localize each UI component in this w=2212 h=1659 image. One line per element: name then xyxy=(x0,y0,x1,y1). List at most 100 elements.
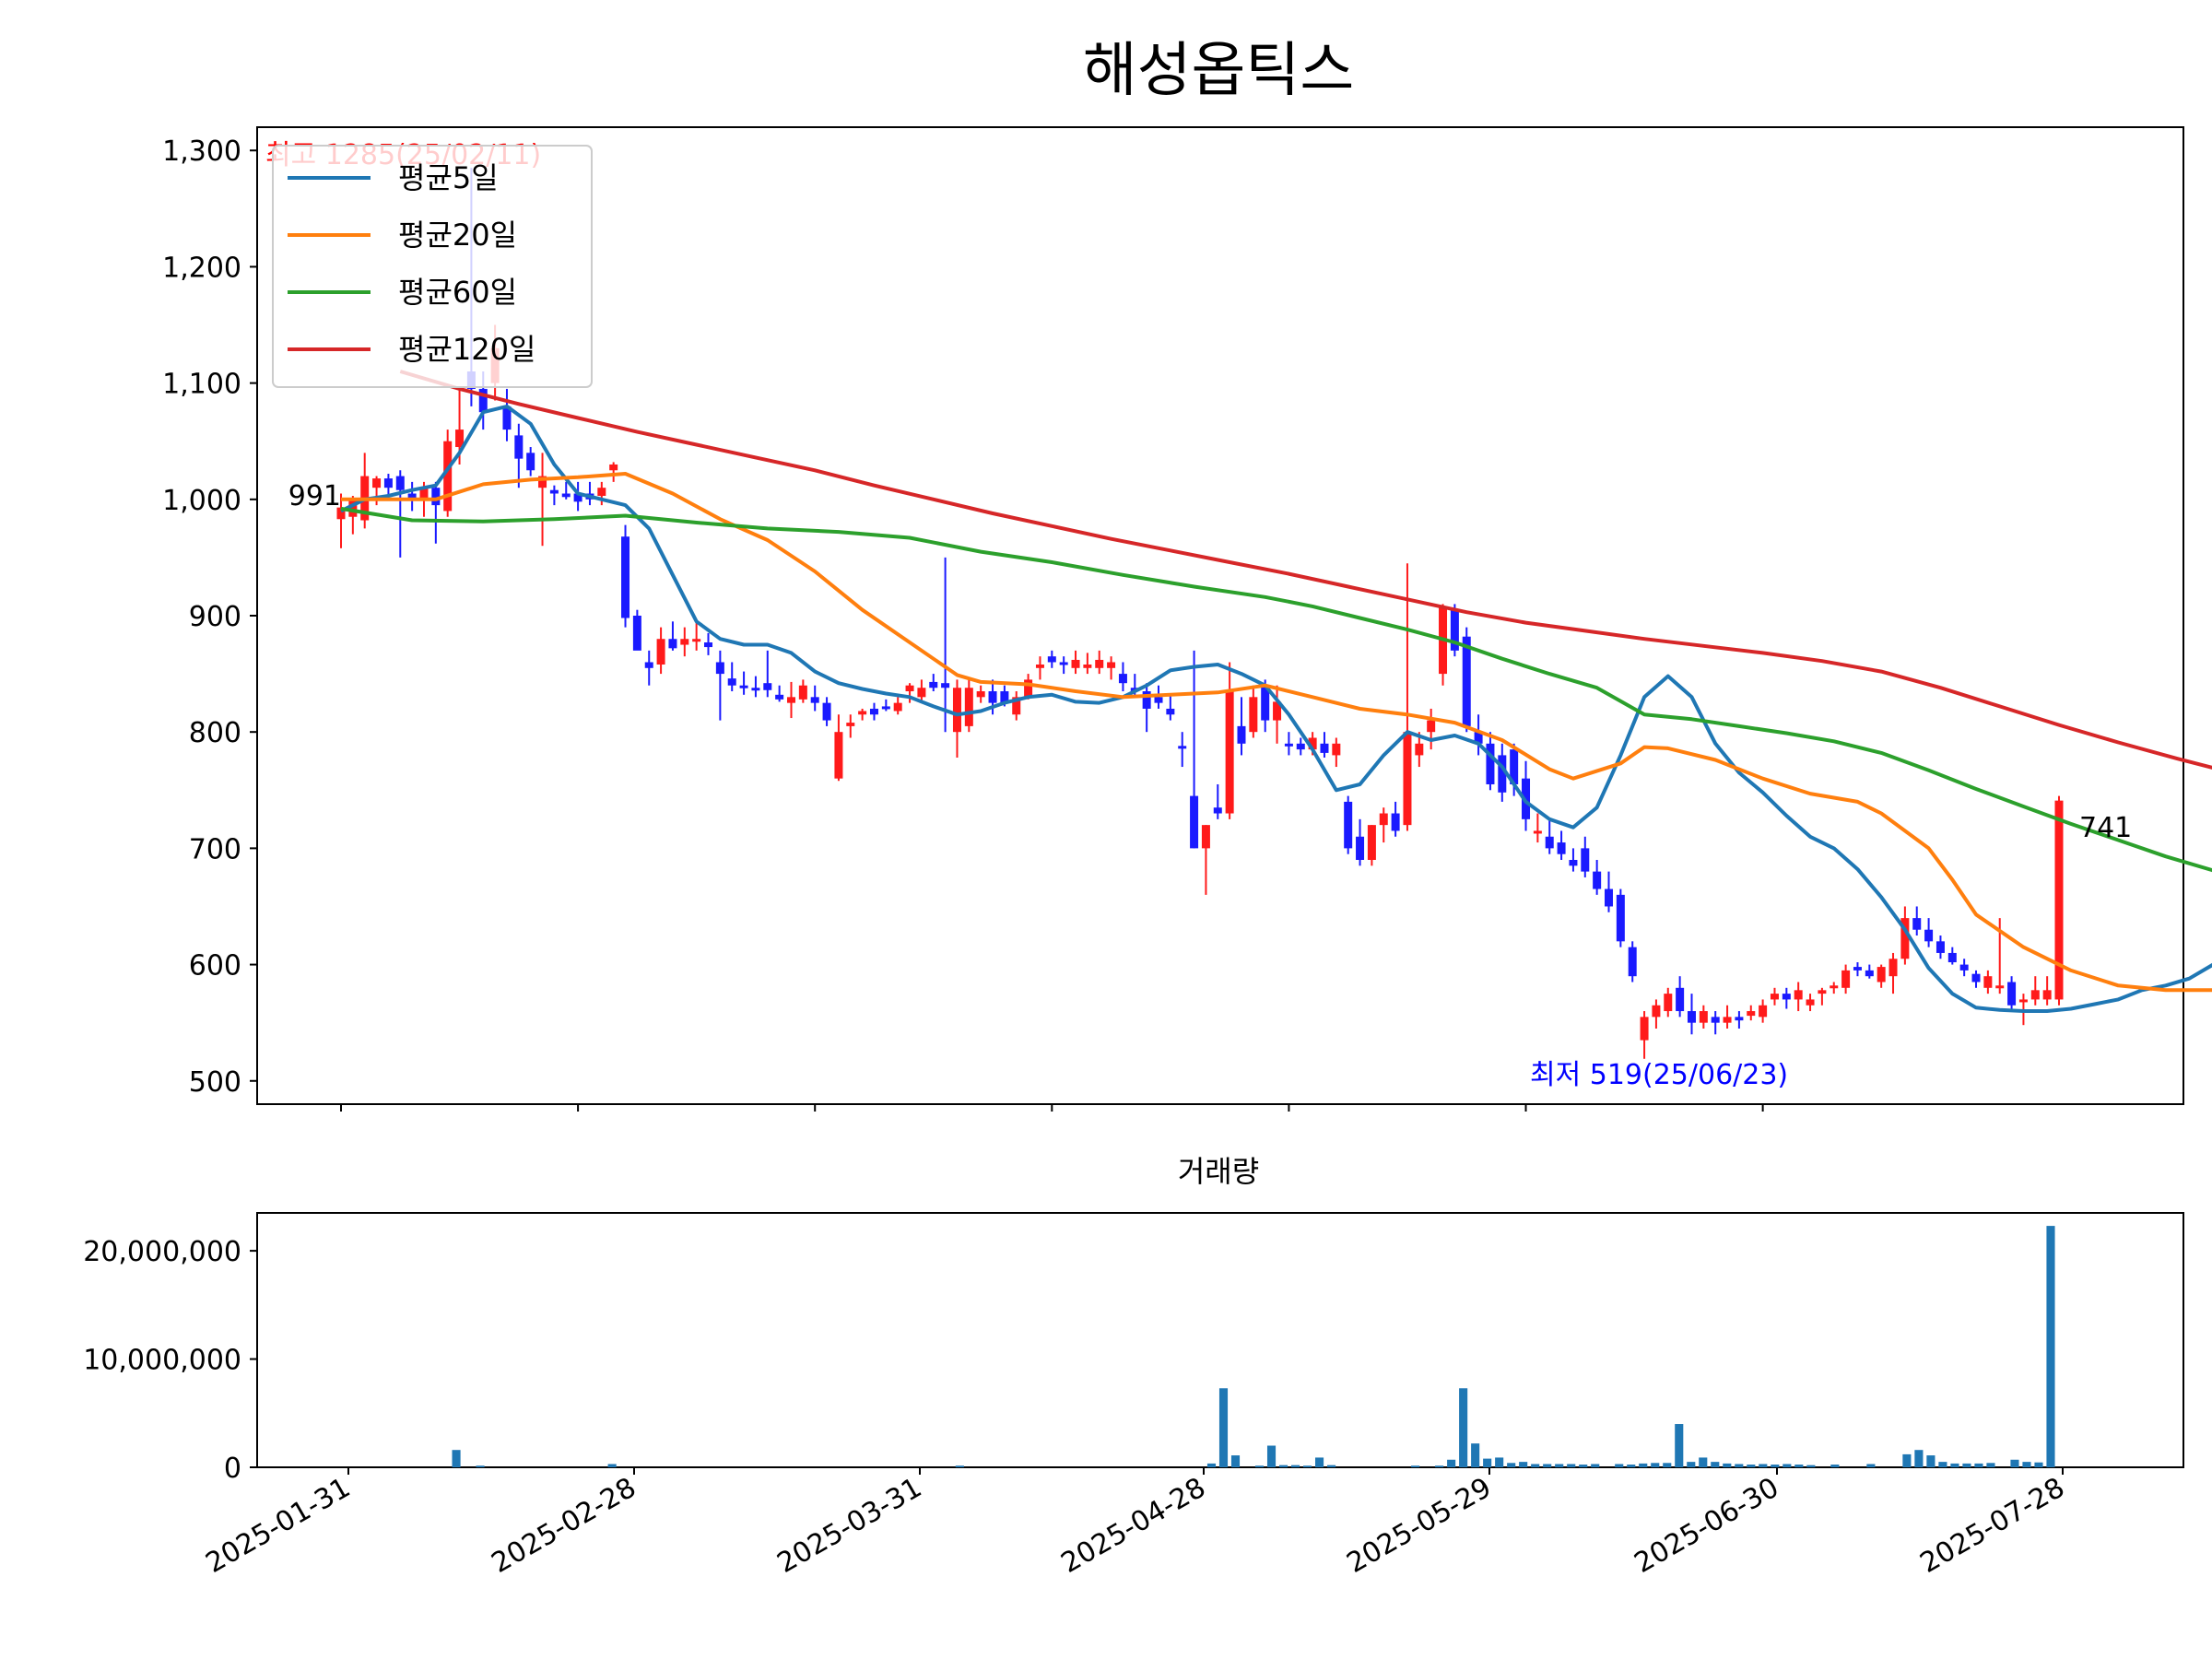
candle-body xyxy=(1983,976,1993,988)
legend-label: 평균20일 xyxy=(398,218,517,253)
candle-body xyxy=(976,691,985,698)
candle-body xyxy=(407,493,417,500)
volume-bar xyxy=(1567,1464,1576,1467)
volume-bar xyxy=(476,1465,485,1467)
candle-body xyxy=(1770,994,1779,1000)
candle-body xyxy=(455,429,465,448)
volume-bar xyxy=(1962,1463,1971,1467)
candle-body xyxy=(1841,970,1851,988)
candle-body xyxy=(1415,743,1424,756)
candle-body xyxy=(1735,1017,1744,1021)
volume-bar xyxy=(1206,1463,1217,1467)
candle-body xyxy=(775,694,784,700)
volume-bar xyxy=(1615,1464,1624,1467)
candle-body xyxy=(1818,990,1827,994)
candle-body xyxy=(1545,836,1554,849)
candle-body xyxy=(1794,990,1803,1000)
volume-bar xyxy=(2022,1462,2031,1467)
candle-body xyxy=(336,507,346,520)
candle-body xyxy=(1059,662,1068,665)
date-x-tick-label: 2025-03-31 xyxy=(772,1472,927,1580)
candle-body xyxy=(1308,737,1317,750)
candle-body xyxy=(1071,659,1080,668)
volume-bar xyxy=(1902,1453,1912,1467)
candle-body xyxy=(478,388,488,413)
candle-body xyxy=(1320,743,1329,753)
volume-bar xyxy=(1266,1445,1277,1467)
price-y-tick-label: 1,200 xyxy=(162,252,241,284)
volume-bar xyxy=(1639,1463,1648,1467)
candle-body xyxy=(1201,825,1210,849)
candle-body xyxy=(1959,964,1969,971)
candle-body xyxy=(1936,941,1945,953)
candle-body xyxy=(1581,848,1590,872)
price-y-tick-label: 900 xyxy=(189,601,241,633)
date-x-tick-label: 2025-04-28 xyxy=(1056,1472,1211,1580)
price-y-tick-label: 1,300 xyxy=(162,135,241,168)
candle-body xyxy=(2042,990,2052,1000)
candle-body xyxy=(621,536,630,618)
volume-bar xyxy=(1555,1464,1564,1467)
date-x-tick-label: 2025-06-30 xyxy=(1630,1472,1784,1580)
candle-body xyxy=(1012,697,1021,715)
volume-y-axis: 0 10,000,000 20,000,000 xyxy=(83,1236,257,1485)
volume-bar xyxy=(1794,1465,1804,1467)
volume-bar xyxy=(1723,1463,1732,1467)
volume-bar xyxy=(1302,1465,1312,1467)
volume-bar xyxy=(1579,1465,1588,1467)
volume-bar xyxy=(1435,1465,1444,1467)
volume-bar xyxy=(1735,1464,1744,1467)
candle-body xyxy=(1533,830,1542,834)
candle-body xyxy=(1569,860,1578,866)
candle-body xyxy=(561,493,571,498)
candle-body xyxy=(1498,755,1507,793)
candle-body xyxy=(1166,708,1175,715)
candle-body xyxy=(644,662,653,668)
volume-bar xyxy=(1699,1457,1708,1467)
candle-body xyxy=(383,478,393,488)
candle-body xyxy=(1379,813,1388,826)
volume-bars xyxy=(452,1226,2055,1467)
volume-bar xyxy=(1926,1455,1936,1467)
candle-body xyxy=(2018,999,2028,1003)
candle-body xyxy=(395,476,405,490)
last-close-label: 741 xyxy=(2079,812,2132,844)
volume-panel: 0 10,000,000 20,000,000 2025-01-31 2025-02-… xyxy=(83,1212,2184,1580)
legend-label: 평균60일 xyxy=(398,275,517,310)
price-y-tick-label: 1,000 xyxy=(162,485,241,517)
chart-title: 해성옵틱스 xyxy=(1083,37,1354,105)
candle-body xyxy=(1142,691,1151,709)
candle-body xyxy=(2007,982,2017,1006)
candle-body xyxy=(1462,636,1471,726)
candle-body xyxy=(348,499,358,517)
date-x-tick-label: 2025-05-29 xyxy=(1342,1472,1497,1580)
volume-y-tick-label: 0 xyxy=(224,1453,241,1485)
candle-body xyxy=(1947,952,1957,963)
candle-body xyxy=(1971,973,1981,982)
price-y-tick-label: 500 xyxy=(189,1066,241,1099)
volume-bar xyxy=(1866,1464,1876,1467)
candle-body xyxy=(1367,825,1376,860)
candle-body xyxy=(1723,1017,1732,1023)
candle-body xyxy=(1391,813,1400,831)
candle-body xyxy=(1486,743,1495,784)
candle-body xyxy=(1510,749,1519,784)
candle-body xyxy=(1344,801,1353,849)
candle-body xyxy=(1676,987,1685,1012)
price-y-axis: 500 600 700 800 900 1,000 1,100 1,200 1,300 xyxy=(162,135,257,1099)
candle-body xyxy=(786,697,795,703)
candle-body xyxy=(798,685,807,700)
candle-body xyxy=(869,708,878,715)
candle-body xyxy=(1557,842,1566,854)
candle-body xyxy=(1047,656,1056,663)
volume-bar xyxy=(1290,1465,1300,1467)
ma-line-평균20일 xyxy=(341,472,2212,993)
candle-body xyxy=(1995,985,2005,989)
volume-panel-title: 거래량 xyxy=(1178,1154,1259,1189)
candle-body xyxy=(1888,959,1898,977)
candle-body xyxy=(1830,985,1839,989)
volume-bar xyxy=(1759,1464,1768,1467)
volume-bar xyxy=(1783,1464,1792,1467)
